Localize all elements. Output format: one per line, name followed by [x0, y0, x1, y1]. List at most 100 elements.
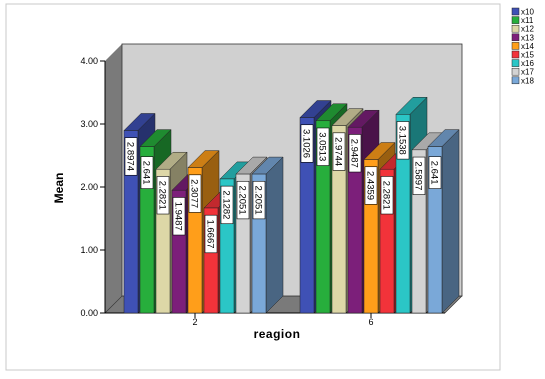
- data-label-x12-2: 2.2821: [156, 176, 170, 215]
- y-tick-label: 0.00: [80, 308, 98, 318]
- data-label-text: 2.641: [429, 161, 440, 185]
- data-label-x16-2: 2.1282: [220, 185, 234, 225]
- legend-swatch: [511, 59, 520, 67]
- data-label-x13-2: 1.9487: [172, 197, 186, 236]
- legend-label: x11: [521, 16, 534, 25]
- data-label-x11-2: 2.641: [140, 156, 154, 189]
- legend-label: x10: [521, 8, 534, 17]
- data-label-x15-6: 2.2821: [380, 176, 394, 215]
- data-label-text: 2.5897: [413, 161, 424, 190]
- data-label-text: 2.4359: [365, 171, 376, 200]
- bar-x18-2: [251, 156, 284, 314]
- bar-front: [299, 117, 315, 314]
- x-tick-label: 2: [192, 317, 197, 327]
- data-label-x15-2: 1.6667: [204, 214, 218, 254]
- data-label-box: [348, 134, 362, 173]
- data-label-box: [428, 156, 442, 189]
- legend-swatch: [511, 76, 520, 85]
- data-label-x16-6: 3.1538: [396, 121, 410, 160]
- legend-label: x16: [521, 59, 534, 68]
- legend-item-x17: x17: [511, 67, 534, 77]
- data-label-text: 1.9487: [173, 202, 184, 231]
- legend-label: x18: [521, 76, 534, 85]
- data-label-x18-2: 2.2051: [252, 180, 266, 220]
- data-label-box: [220, 185, 234, 225]
- data-label-text: 3.0513: [317, 132, 328, 161]
- bar-front: [331, 125, 347, 314]
- data-label-text: 2.2821: [381, 181, 392, 210]
- legend-swatch: [511, 7, 520, 16]
- data-label-x11-6: 3.0513: [316, 127, 330, 166]
- data-label-box: [236, 180, 250, 220]
- legend-item-x14: x14: [511, 42, 534, 51]
- data-label-text: 2.1282: [221, 190, 232, 219]
- data-label-text: 2.2051: [237, 186, 248, 215]
- data-label-text: 2.8974: [125, 142, 136, 171]
- legend-label: x14: [521, 42, 534, 51]
- bar-front: [123, 130, 139, 314]
- data-label-x14-6: 2.4359: [365, 166, 378, 205]
- data-label-x13-6: 2.9487: [348, 134, 362, 173]
- x-tick-label: 6: [368, 317, 373, 327]
- legend-swatch: [511, 16, 520, 24]
- data-label-box: [188, 174, 202, 213]
- data-label-box: [396, 121, 410, 160]
- bar-front: [395, 114, 411, 314]
- bar-side: [441, 129, 460, 314]
- data-label-box: [252, 180, 266, 220]
- data-label-box: [156, 176, 170, 215]
- legend-item-x13: x13: [511, 33, 534, 42]
- chart-frame: [5, 3, 501, 371]
- y-axis-title: Mean: [52, 173, 66, 204]
- bar-front: [347, 126, 363, 314]
- legend-swatch: [511, 67, 520, 76]
- data-label-box: [316, 127, 330, 166]
- data-label-text: 2.9744: [333, 137, 344, 166]
- y-tick-label: 2.00: [80, 182, 98, 192]
- legend-swatch: [511, 33, 520, 42]
- data-label-x17-2: 2.2051: [236, 180, 250, 220]
- y-tick-label: 3.00: [80, 119, 98, 129]
- legend-item-x18: x18: [511, 76, 534, 85]
- data-label-box: [140, 156, 154, 189]
- data-label-text: 2.2821: [157, 181, 168, 210]
- data-label-text: 3.1026: [301, 129, 312, 158]
- data-label-x18-6: 2.641: [428, 156, 442, 189]
- legend-label: x15: [521, 51, 534, 60]
- legend-label: x17: [521, 68, 534, 77]
- y-tick-label: 4.00: [80, 56, 98, 66]
- legend-item-x12: x12: [511, 24, 534, 34]
- legend-swatch: [511, 24, 520, 33]
- data-label-text: 2.9487: [349, 139, 360, 168]
- legend-item-x11: x11: [511, 16, 534, 25]
- legend-item-x10: x10: [511, 7, 534, 17]
- data-label-x10-2: 2.8974: [124, 137, 138, 176]
- data-label-text: 2.3077: [189, 179, 200, 208]
- data-label-text: 2.2051: [253, 186, 264, 215]
- data-label-text: 2.641: [141, 161, 152, 185]
- data-label-box: [172, 197, 186, 236]
- data-label-box: [380, 176, 394, 215]
- legend-item-x16: x16: [511, 59, 534, 68]
- data-label-box: [412, 156, 426, 195]
- legend-label: x12: [521, 25, 534, 34]
- data-label-x17-6: 2.5897: [412, 156, 426, 195]
- data-label-box: [300, 124, 314, 163]
- y-tick-label: 1.00: [80, 245, 98, 255]
- data-label-x10-6: 3.1026: [300, 124, 314, 163]
- data-label-text: 3.1538: [397, 126, 408, 155]
- x-axis-title: reagion: [254, 327, 301, 341]
- legend-label: x13: [521, 33, 534, 42]
- legend-swatch: [511, 50, 520, 59]
- left-wall: [105, 44, 122, 313]
- data-label-box: [124, 137, 138, 176]
- data-label-text: 1.6667: [205, 219, 216, 248]
- data-label-x14-2: 2.3077: [188, 174, 202, 213]
- legend-swatch: [511, 42, 520, 50]
- data-label-box: [332, 132, 346, 171]
- data-label-box: [204, 214, 218, 254]
- bar-side: [265, 156, 284, 314]
